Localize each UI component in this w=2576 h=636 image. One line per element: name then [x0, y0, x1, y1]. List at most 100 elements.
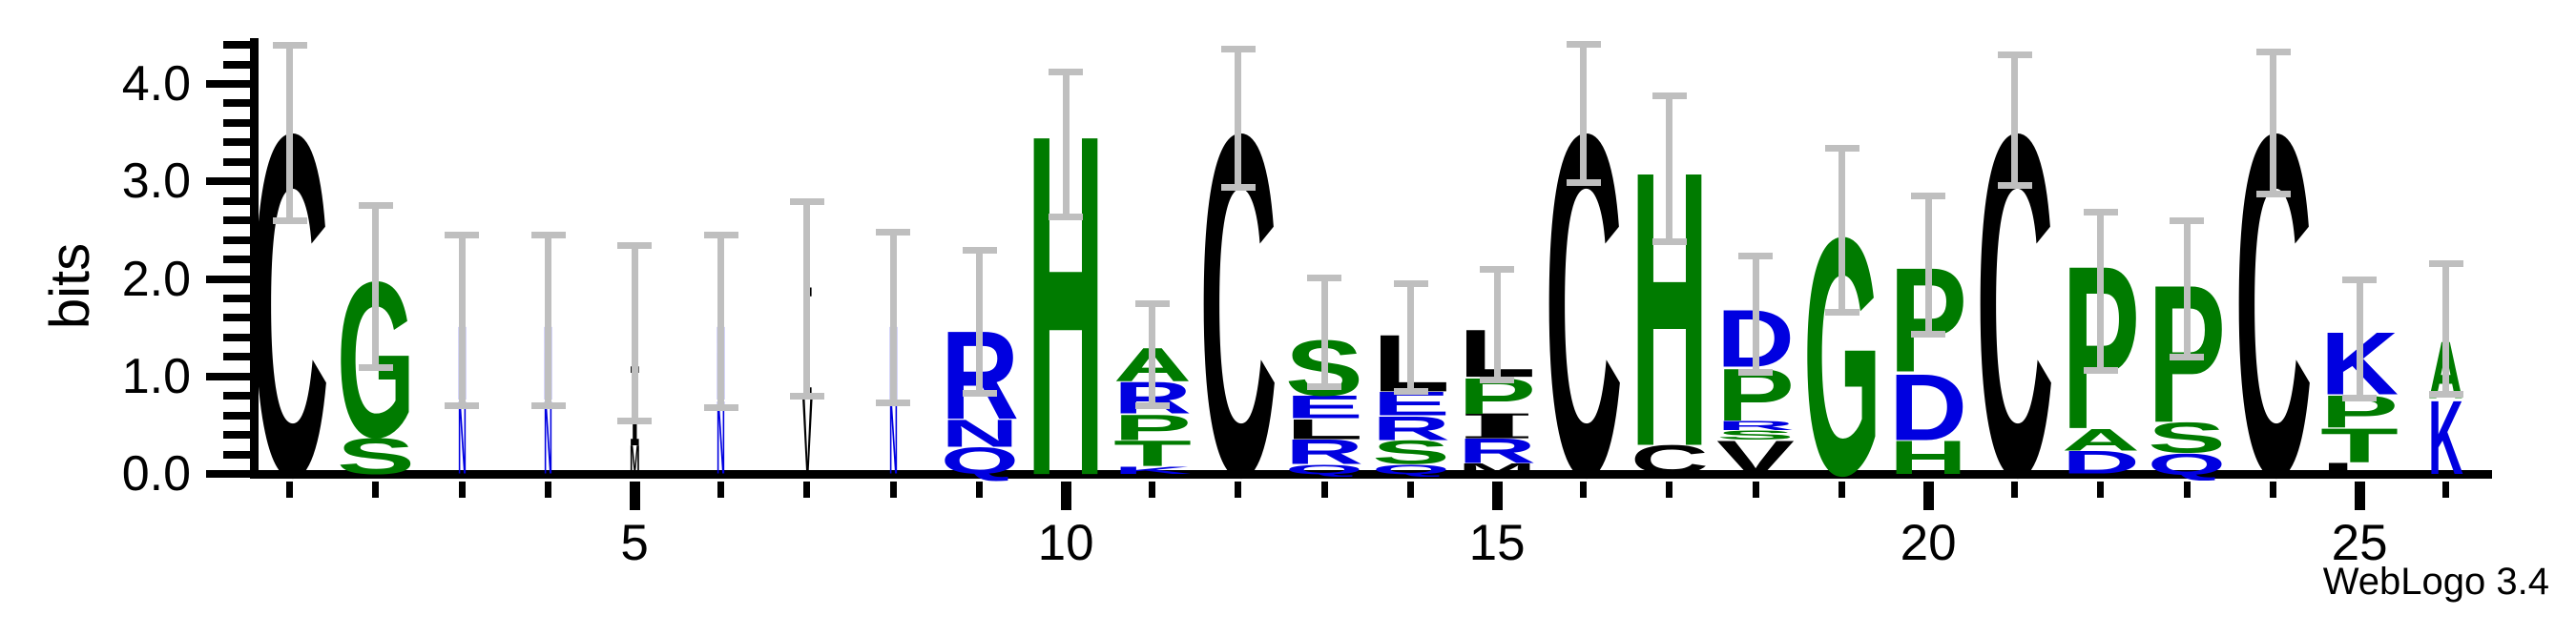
- svg-text:M: M: [1458, 461, 1536, 477]
- y-axis-minor-tick: [223, 157, 250, 166]
- x-axis-minor-tick: [2442, 482, 2449, 498]
- x-axis-major-tick: [2354, 482, 2365, 510]
- error-bar-cap-top: [2255, 49, 2291, 56]
- svg-text:Q: Q: [1372, 462, 1450, 477]
- error-bar-line: [2183, 220, 2191, 358]
- svg-text:N: N: [458, 380, 467, 497]
- logo-letter-K: K: [2428, 380, 2463, 497]
- error-bar-cap-bottom: [876, 400, 911, 407]
- error-bar-cap-top: [1220, 46, 1256, 53]
- x-axis-tick-label: 15: [1468, 515, 1526, 571]
- error-bar-cap-bottom: [1307, 382, 1342, 390]
- svg-text:Q: Q: [941, 441, 1019, 482]
- error-bar-cap-bottom: [789, 393, 824, 400]
- error-bar-cap-top: [2342, 276, 2378, 283]
- error-bar-line: [2442, 263, 2449, 395]
- svg-text:H: H: [1889, 431, 1967, 484]
- error-bar-cap-bottom: [1480, 376, 1515, 383]
- logo-letter-N: N: [458, 380, 467, 497]
- y-axis-minor-tick: [223, 431, 250, 440]
- logo-letter-D: D: [1889, 354, 1967, 461]
- x-axis-minor-tick: [2097, 482, 2105, 498]
- error-bar-cap-bottom: [1393, 388, 1428, 396]
- y-axis-tick-label: 3.0: [121, 154, 191, 210]
- x-axis-minor-tick: [372, 482, 380, 498]
- error-bar-cap-bottom: [2255, 190, 2291, 197]
- logo-letter-R: R: [1285, 432, 1363, 471]
- x-axis-major-tick: [629, 482, 640, 510]
- error-bar-cap-top: [2170, 217, 2205, 225]
- svg-text:M: M: [630, 437, 640, 482]
- error-bar-line: [1149, 303, 1155, 406]
- error-bar-line: [2097, 211, 2105, 370]
- x-axis-minor-tick: [803, 482, 811, 498]
- x-axis-major-tick: [1922, 482, 1934, 510]
- x-axis-line: [250, 470, 2492, 479]
- x-axis-tick-label: 10: [1037, 515, 1094, 571]
- svg-text:N: N: [941, 411, 1019, 455]
- svg-text:Q: Q: [2148, 447, 2226, 481]
- y-axis-minor-tick: [223, 353, 250, 361]
- error-bar-line: [2011, 54, 2018, 186]
- y-axis-minor-tick: [223, 256, 250, 264]
- y-axis-minor-tick: [223, 216, 250, 225]
- logo-letter-Q: Q: [941, 441, 1019, 482]
- logo-letter-D: D: [2062, 444, 2140, 481]
- error-bar-cap-bottom: [1566, 179, 1601, 187]
- svg-text:S: S: [1372, 434, 1450, 472]
- error-bar-line: [2270, 51, 2277, 194]
- logo-letter-S: S: [1372, 434, 1450, 472]
- logo-letter-L: L: [1285, 413, 1363, 444]
- x-axis-major-tick: [1491, 482, 1503, 510]
- svg-text:C: C: [1631, 438, 1709, 483]
- error-bar-cap-top: [1393, 279, 1428, 287]
- x-axis-tick-label: 5: [620, 515, 649, 571]
- weblogo-credit: WebLogo 3.4: [2322, 561, 2549, 603]
- x-axis-minor-tick: [2011, 482, 2018, 498]
- logo-letter-Q: Q: [1372, 462, 1450, 477]
- error-bar-cap-bottom: [445, 402, 480, 410]
- error-bar-line: [631, 244, 638, 421]
- error-bar-cap-top: [1911, 192, 1946, 199]
- error-bar-cap-top: [1049, 68, 1084, 75]
- x-axis-minor-tick: [286, 482, 293, 498]
- error-bar-line: [1666, 95, 1673, 241]
- error-bar-line: [1752, 255, 1759, 372]
- svg-text:S: S: [1716, 427, 1795, 442]
- svg-text:L: L: [2320, 460, 2399, 478]
- x-axis-tick-label: 25: [2331, 515, 2388, 571]
- y-axis-major-tick: [206, 275, 250, 283]
- svg-text:R: R: [1458, 431, 1536, 470]
- logo-letter-T: T: [2320, 418, 2399, 472]
- y-axis-minor-tick: [223, 411, 250, 420]
- logo-letter-K: K: [1113, 464, 1192, 477]
- error-bar-cap-top: [1652, 92, 1687, 100]
- y-axis-tick-label: 1.0: [121, 348, 191, 404]
- error-bar-cap-bottom: [703, 404, 738, 412]
- logo-letter-R: R: [1458, 431, 1536, 470]
- y-axis-tick-label: 2.0: [121, 251, 191, 307]
- y-axis-minor-tick: [223, 138, 250, 147]
- x-axis-minor-tick: [1752, 482, 1759, 498]
- y-axis-tick-label: 4.0: [121, 56, 191, 112]
- error-bar-cap-top: [1738, 252, 1774, 259]
- error-bar-cap-top: [1997, 51, 2032, 59]
- y-axis-minor-tick: [223, 99, 250, 108]
- error-bar-line: [2356, 278, 2363, 399]
- y-axis-minor-tick: [223, 236, 250, 244]
- y-axis-line: [250, 38, 259, 479]
- error-bar-cap-top: [1307, 275, 1342, 282]
- error-bar-cap-bottom: [1824, 309, 1859, 317]
- logo-letter-S: S: [2148, 414, 2226, 462]
- logo-letter-M: M: [1458, 461, 1536, 477]
- logo-letter-L: L: [2320, 460, 2399, 478]
- error-bar-cap-bottom: [1134, 402, 1170, 410]
- x-axis-minor-tick: [2270, 482, 2277, 498]
- logo-letter-N: N: [544, 380, 552, 497]
- x-axis-minor-tick: [545, 482, 552, 498]
- error-bar-line: [1839, 148, 1846, 313]
- logo-letter-P: P: [1113, 407, 1192, 448]
- error-bar-cap-top: [1134, 300, 1170, 308]
- error-bar-line: [1493, 269, 1501, 380]
